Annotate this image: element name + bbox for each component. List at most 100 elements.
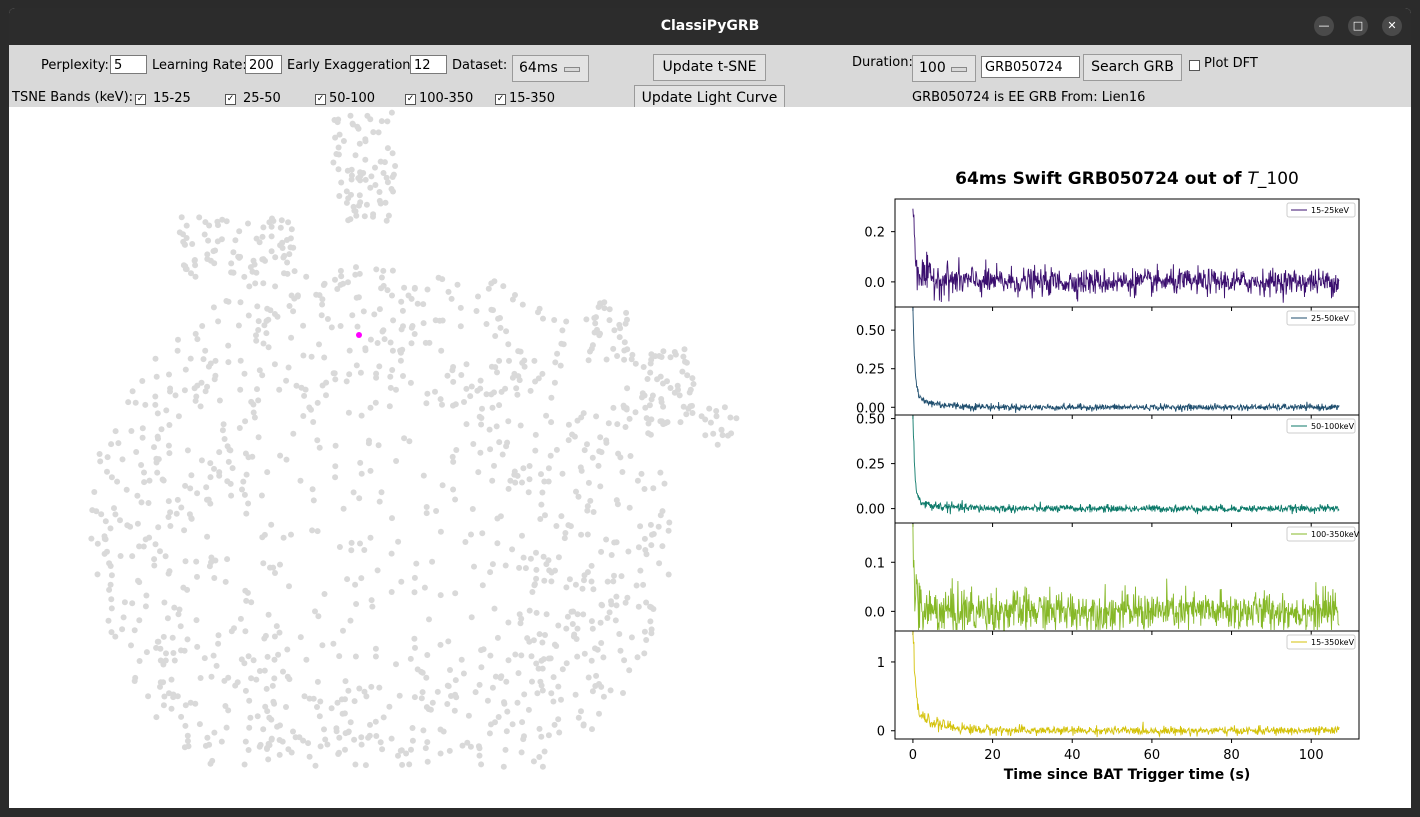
tsne-point[interactable]: [640, 364, 647, 370]
tsne-point[interactable]: [541, 478, 548, 485]
tsne-point[interactable]: [643, 637, 650, 643]
tsne-point[interactable]: [211, 465, 217, 472]
tsne-point[interactable]: [450, 486, 457, 493]
tsne-point[interactable]: [270, 698, 277, 705]
tsne-point[interactable]: [328, 324, 335, 331]
tsne-point[interactable]: [616, 631, 623, 637]
tsne-point[interactable]: [174, 347, 181, 354]
tsne-point[interactable]: [204, 533, 211, 540]
tsne-point[interactable]: [192, 273, 199, 280]
tsne-point[interactable]: [580, 721, 587, 728]
tsne-point[interactable]: [211, 729, 218, 736]
tsne-point[interactable]: [574, 653, 581, 660]
tsne-point[interactable]: [159, 476, 166, 483]
tsne-point[interactable]: [376, 363, 383, 370]
tsne-point[interactable]: [225, 342, 232, 349]
tsne-point[interactable]: [539, 639, 546, 646]
tsne-point[interactable]: [272, 283, 279, 290]
tsne-point[interactable]: [453, 447, 460, 453]
tsne-point[interactable]: [97, 458, 104, 465]
tsne-point[interactable]: [324, 741, 331, 748]
tsne-point[interactable]: [569, 621, 576, 627]
tsne-point[interactable]: [526, 476, 533, 483]
tsne-point[interactable]: [357, 369, 364, 376]
tsne-point[interactable]: [250, 657, 257, 664]
tsne-point[interactable]: [276, 737, 283, 743]
tsne-point[interactable]: [367, 467, 374, 474]
tsne-point[interactable]: [309, 527, 316, 534]
tsne-point[interactable]: [125, 399, 132, 406]
tsne-point[interactable]: [390, 317, 397, 324]
tsne-point[interactable]: [502, 746, 509, 753]
tsne-point[interactable]: [373, 374, 380, 381]
tsne-point[interactable]: [267, 307, 274, 314]
tsne-point[interactable]: [336, 653, 343, 660]
tsne-point[interactable]: [450, 378, 457, 385]
tsne-point[interactable]: [260, 340, 267, 347]
tsne-point[interactable]: [321, 726, 327, 733]
tsne-point[interactable]: [336, 734, 343, 741]
tsne-point[interactable]: [406, 438, 413, 445]
tsne-point[interactable]: [211, 575, 218, 581]
tsne-point[interactable]: [372, 164, 378, 171]
tsne-point[interactable]: [162, 553, 169, 560]
tsne-point[interactable]: [168, 676, 175, 683]
tsne-point[interactable]: [248, 599, 255, 606]
tsne-point[interactable]: [519, 719, 526, 726]
tsne-point[interactable]: [262, 632, 269, 639]
tsne-point[interactable]: [107, 581, 114, 588]
tsne-point[interactable]: [151, 562, 158, 569]
tsne-point[interactable]: [101, 535, 108, 542]
tsne-point[interactable]: [401, 284, 408, 291]
tsne-point[interactable]: [284, 673, 291, 680]
tsne-point[interactable]: [412, 644, 418, 651]
tsne-point[interactable]: [343, 378, 350, 385]
tsne-point[interactable]: [486, 730, 493, 737]
tsne-point[interactable]: [450, 402, 456, 409]
tsne-point[interactable]: [648, 542, 655, 549]
tsne-point[interactable]: [553, 523, 560, 529]
tsne-point[interactable]: [450, 458, 457, 465]
tsne-point[interactable]: [478, 647, 485, 654]
tsne-point[interactable]: [512, 292, 518, 298]
tsne-point[interactable]: [192, 262, 199, 269]
tsne-point[interactable]: [555, 622, 562, 629]
tsne-point[interactable]: [552, 567, 558, 574]
tsne-point[interactable]: [268, 223, 275, 230]
tsne-point[interactable]: [471, 563, 477, 570]
tsne-point[interactable]: [187, 355, 194, 362]
tsne-point[interactable]: [617, 325, 624, 332]
tsne-point[interactable]: [587, 497, 594, 504]
tsne-point[interactable]: [501, 700, 508, 707]
tsne-point[interactable]: [392, 163, 399, 169]
tsne-point[interactable]: [283, 456, 290, 463]
tsne-point[interactable]: [321, 591, 328, 597]
tsne-point[interactable]: [408, 295, 415, 302]
tsne-point[interactable]: [389, 267, 396, 274]
tsne-point[interactable]: [330, 640, 337, 647]
tsne-point[interactable]: [542, 632, 548, 638]
tsne-point[interactable]: [414, 300, 421, 307]
tsne-point[interactable]: [152, 541, 159, 548]
tsne-point[interactable]: [368, 597, 375, 604]
tsne-point[interactable]: [352, 653, 359, 660]
tsne-point[interactable]: [181, 241, 188, 248]
tsne-point[interactable]: [611, 572, 617, 579]
tsne-point[interactable]: [718, 427, 725, 433]
tsne-point[interactable]: [274, 313, 281, 320]
tsne-point[interactable]: [560, 341, 567, 348]
tsne-point[interactable]: [245, 500, 252, 507]
tsne-point[interactable]: [641, 650, 648, 657]
tsne-point[interactable]: [331, 370, 338, 377]
tsne-point[interactable]: [213, 662, 220, 669]
tsne-point[interactable]: [192, 330, 199, 337]
tsne-point[interactable]: [310, 497, 317, 504]
tsne-point[interactable]: [424, 652, 431, 658]
tsne-point[interactable]: [163, 650, 169, 657]
tsne-point[interactable]: [448, 295, 455, 302]
tsne-point[interactable]: [288, 334, 295, 341]
tsne-point[interactable]: [485, 285, 492, 292]
tsne-point[interactable]: [223, 218, 230, 225]
tsne-point[interactable]: [281, 252, 288, 259]
tsne-point[interactable]: [488, 363, 495, 370]
